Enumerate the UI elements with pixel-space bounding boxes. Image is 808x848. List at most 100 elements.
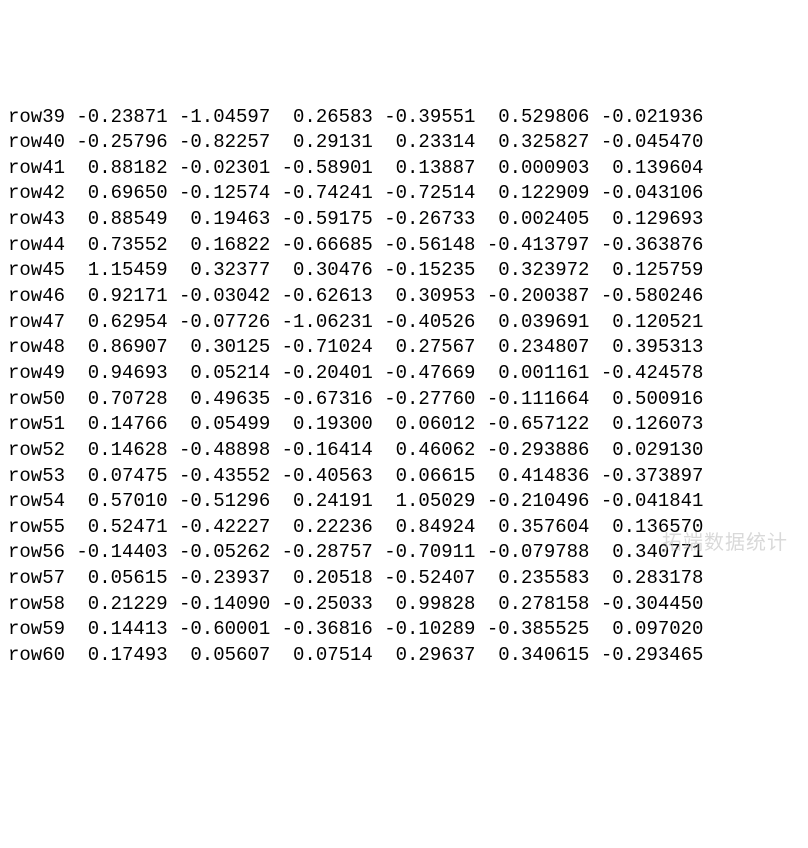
row-label: row60 bbox=[8, 643, 65, 669]
cell-value: -0.72514 bbox=[373, 181, 476, 207]
cell-value: -0.42227 bbox=[168, 515, 271, 541]
table-row: row49 0.94693 0.05214-0.20401-0.47669 0.… bbox=[8, 361, 800, 387]
table-row: row41 0.88182-0.02301-0.58901 0.13887 0.… bbox=[8, 156, 800, 182]
row-label: row52 bbox=[8, 438, 65, 464]
cell-value: -0.424578 bbox=[589, 361, 703, 387]
cell-value: -0.021936 bbox=[589, 105, 703, 131]
cell-value: 0.05214 bbox=[168, 361, 271, 387]
row-label: row51 bbox=[8, 412, 65, 438]
cell-value: -0.05262 bbox=[168, 540, 271, 566]
cell-value: -0.14403 bbox=[65, 540, 168, 566]
cell-value: 0.88182 bbox=[65, 156, 168, 182]
cell-value: 0.92171 bbox=[65, 284, 168, 310]
cell-value: 0.21229 bbox=[65, 592, 168, 618]
cell-value: 0.05607 bbox=[168, 643, 271, 669]
cell-value: 0.039691 bbox=[475, 310, 589, 336]
row-label: row44 bbox=[8, 233, 65, 259]
cell-value: 0.125759 bbox=[589, 258, 703, 284]
cell-value: 0.136570 bbox=[589, 515, 703, 541]
table-row: row43 0.88549 0.19463-0.59175-0.26733 0.… bbox=[8, 207, 800, 233]
cell-value: 0.14628 bbox=[65, 438, 168, 464]
cell-value: 0.84924 bbox=[373, 515, 476, 541]
cell-value: 0.340615 bbox=[475, 643, 589, 669]
cell-value: 0.69650 bbox=[65, 181, 168, 207]
cell-value: -0.70911 bbox=[373, 540, 476, 566]
cell-value: -0.47669 bbox=[373, 361, 476, 387]
table-row: row56-0.14403-0.05262-0.28757-0.70911-0.… bbox=[8, 540, 800, 566]
table-row: row52 0.14628-0.48898-0.16414 0.46062-0.… bbox=[8, 438, 800, 464]
cell-value: 0.097020 bbox=[589, 617, 703, 643]
cell-value: -0.43552 bbox=[168, 464, 271, 490]
cell-value: -0.293465 bbox=[589, 643, 703, 669]
cell-value: -0.25796 bbox=[65, 130, 168, 156]
row-label: row40 bbox=[8, 130, 65, 156]
cell-value: 0.06012 bbox=[373, 412, 476, 438]
cell-value: 0.70728 bbox=[65, 387, 168, 413]
row-label: row55 bbox=[8, 515, 65, 541]
table-row: row54 0.57010-0.51296 0.24191 1.05029-0.… bbox=[8, 489, 800, 515]
cell-value: -0.15235 bbox=[373, 258, 476, 284]
cell-value: -0.045470 bbox=[589, 130, 703, 156]
cell-value: -0.043106 bbox=[589, 181, 703, 207]
cell-value: 0.30953 bbox=[373, 284, 476, 310]
cell-value: -0.60001 bbox=[168, 617, 271, 643]
cell-value: 0.126073 bbox=[589, 412, 703, 438]
row-label: row47 bbox=[8, 310, 65, 336]
table-row: row39-0.23871-1.04597 0.26583-0.39551 0.… bbox=[8, 105, 800, 131]
cell-value: 0.14766 bbox=[65, 412, 168, 438]
cell-value: 0.05499 bbox=[168, 412, 271, 438]
row-label: row39 bbox=[8, 105, 65, 131]
cell-value: 0.357604 bbox=[475, 515, 589, 541]
cell-value: 0.07475 bbox=[65, 464, 168, 490]
cell-value: -0.657122 bbox=[475, 412, 589, 438]
cell-value: 0.62954 bbox=[65, 310, 168, 336]
cell-value: -0.62613 bbox=[270, 284, 373, 310]
cell-value: -0.02301 bbox=[168, 156, 271, 182]
row-label: row53 bbox=[8, 464, 65, 490]
row-label: row49 bbox=[8, 361, 65, 387]
cell-value: -0.12574 bbox=[168, 181, 271, 207]
cell-value: -0.51296 bbox=[168, 489, 271, 515]
cell-value: -0.413797 bbox=[475, 233, 589, 259]
cell-value: -0.59175 bbox=[270, 207, 373, 233]
cell-value: 1.15459 bbox=[65, 258, 168, 284]
table-row: row44 0.73552 0.16822-0.66685-0.56148-0.… bbox=[8, 233, 800, 259]
cell-value: 0.20518 bbox=[270, 566, 373, 592]
cell-value: 0.323972 bbox=[475, 258, 589, 284]
cell-value: -0.36816 bbox=[270, 617, 373, 643]
cell-value: 0.340771 bbox=[589, 540, 703, 566]
row-label: row58 bbox=[8, 592, 65, 618]
cell-value: 0.529806 bbox=[475, 105, 589, 131]
cell-value: -0.20401 bbox=[270, 361, 373, 387]
cell-value: 0.99828 bbox=[373, 592, 476, 618]
cell-value: 0.120521 bbox=[589, 310, 703, 336]
cell-value: 0.94693 bbox=[65, 361, 168, 387]
cell-value: -0.66685 bbox=[270, 233, 373, 259]
cell-value: -0.304450 bbox=[589, 592, 703, 618]
cell-value: 0.30476 bbox=[270, 258, 373, 284]
cell-value: 0.19300 bbox=[270, 412, 373, 438]
row-label: row46 bbox=[8, 284, 65, 310]
cell-value: -0.48898 bbox=[168, 438, 271, 464]
cell-value: 1.05029 bbox=[373, 489, 476, 515]
cell-value: -0.26733 bbox=[373, 207, 476, 233]
cell-value: 0.30125 bbox=[168, 335, 271, 361]
cell-value: -0.56148 bbox=[373, 233, 476, 259]
cell-value: 0.13887 bbox=[373, 156, 476, 182]
cell-value: 0.395313 bbox=[589, 335, 703, 361]
cell-value: 0.32377 bbox=[168, 258, 271, 284]
table-row: row40-0.25796-0.82257 0.29131 0.23314 0.… bbox=[8, 130, 800, 156]
table-row: row55 0.52471-0.42227 0.22236 0.84924 0.… bbox=[8, 515, 800, 541]
row-label: row48 bbox=[8, 335, 65, 361]
table-row: row48 0.86907 0.30125-0.71024 0.27567 0.… bbox=[8, 335, 800, 361]
row-label: row54 bbox=[8, 489, 65, 515]
cell-value: 0.029130 bbox=[589, 438, 703, 464]
cell-value: -0.23937 bbox=[168, 566, 271, 592]
cell-value: -0.373897 bbox=[589, 464, 703, 490]
row-label: row56 bbox=[8, 540, 65, 566]
row-label: row50 bbox=[8, 387, 65, 413]
cell-value: 0.16822 bbox=[168, 233, 271, 259]
data-table: row39-0.23871-1.04597 0.26583-0.39551 0.… bbox=[8, 105, 800, 669]
cell-value: -0.07726 bbox=[168, 310, 271, 336]
cell-value: -0.71024 bbox=[270, 335, 373, 361]
